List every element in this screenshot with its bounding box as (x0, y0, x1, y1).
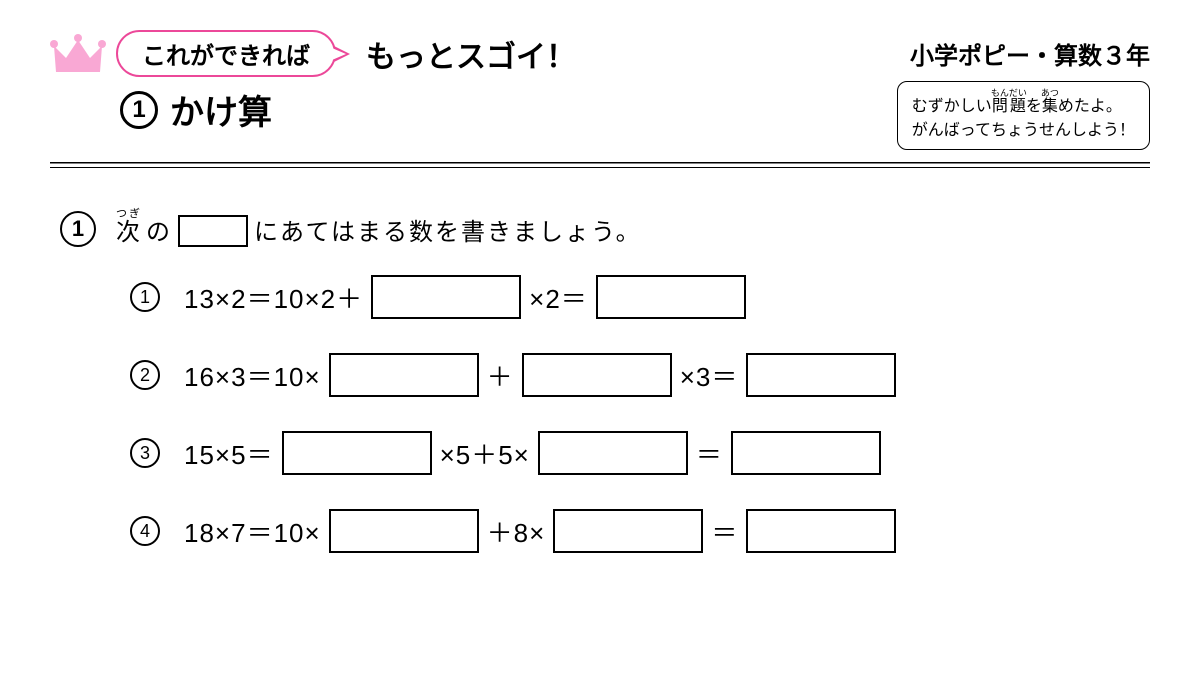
note-box: むずかしい問題もんだいを集あつめたよ。 がんばってちょうせんしよう！ (897, 81, 1150, 150)
expression-text: ＝ (711, 513, 738, 550)
answer-box[interactable] (746, 509, 896, 553)
expression-text: 18×7＝10× (184, 513, 321, 550)
answer-box[interactable] (731, 431, 881, 475)
answer-box[interactable] (329, 353, 479, 397)
answer-box[interactable] (371, 275, 521, 319)
main-title: もっとスゴイ！ (366, 32, 576, 76)
expression-text: 15×5＝ (184, 435, 274, 472)
speech-bubble: これができれば (116, 30, 336, 77)
note-line-2: がんばってちょうせんしよう！ (912, 119, 1135, 143)
series-title: 小学ポピー・算数３年 (910, 36, 1150, 71)
answer-box[interactable] (329, 509, 479, 553)
answer-box[interactable] (553, 509, 703, 553)
expression-text: ×3＝ (680, 357, 739, 394)
problem-number-circle: 4 (130, 516, 160, 546)
problem-number-circle: 1 (130, 282, 160, 312)
bubble-text: これができれば (142, 36, 310, 71)
problem-expression: 16×3＝10× ＋ ×3＝ (184, 353, 900, 397)
problem-row: 3 15×5＝ ×5＋5× ＝ (130, 431, 1150, 475)
answer-box[interactable] (746, 353, 896, 397)
problem-expression: 15×5＝ ×5＋5× ＝ (184, 431, 885, 475)
problem-row: 1 13×2＝10×2＋ ×2＝ (130, 275, 1150, 319)
problem-row: 2 16×3＝10× ＋ ×3＝ (130, 353, 1150, 397)
expression-text: ＋8× (487, 513, 546, 550)
expression-text: 13×2＝10×2＋ (184, 279, 363, 316)
problem-row: 4 18×7＝10× ＋8× ＝ (130, 509, 1150, 553)
expression-text: ×5＋5× (440, 435, 530, 472)
question-instruction: 次つぎのにあてはまる数を書きましょう。 (116, 208, 642, 247)
expression-text: ×2＝ (529, 279, 588, 316)
problem-expression: 18×7＝10× ＋8× ＝ (184, 509, 900, 553)
answer-box[interactable] (538, 431, 688, 475)
instruction-blank-box (178, 215, 248, 247)
section-number-circle: 1 (120, 91, 158, 129)
answer-box[interactable] (596, 275, 746, 319)
expression-text: ＋ (487, 357, 514, 394)
expression-text: 16×3＝10× (184, 357, 321, 394)
question-number-circle: 1 (60, 211, 96, 247)
answer-box[interactable] (282, 431, 432, 475)
problem-number-circle: 3 (130, 438, 160, 468)
divider (50, 162, 1150, 168)
problem-number-circle: 2 (130, 360, 160, 390)
crown-icon (50, 32, 106, 76)
note-line-1: むずかしい問題もんだいを集あつめたよ。 (912, 88, 1135, 119)
section-title: かけ算 (170, 85, 272, 134)
answer-box[interactable] (522, 353, 672, 397)
expression-text: ＝ (696, 435, 723, 472)
problem-expression: 13×2＝10×2＋ ×2＝ (184, 275, 750, 319)
